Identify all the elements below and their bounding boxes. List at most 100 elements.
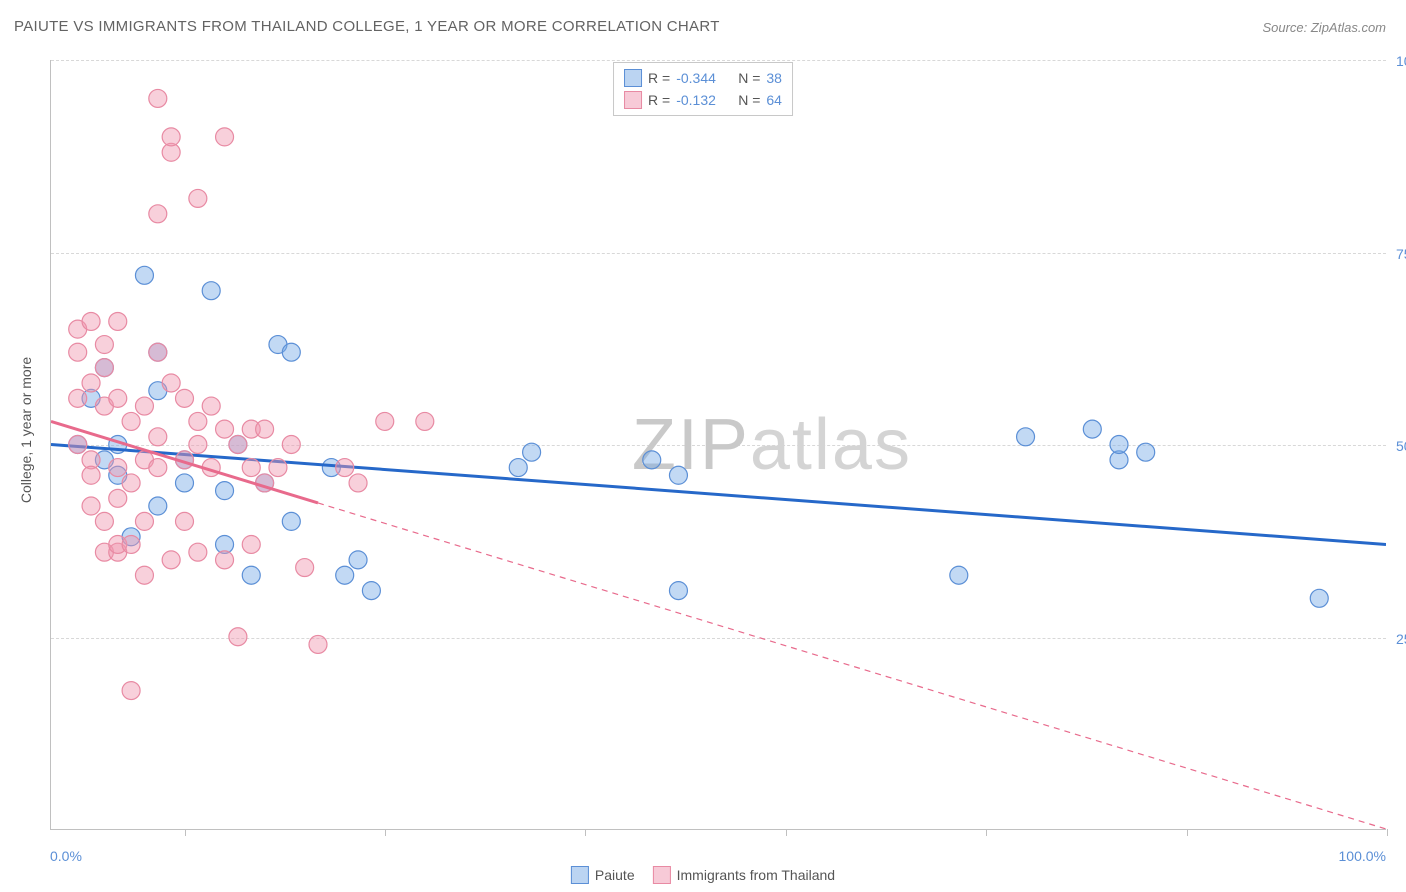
scatter-point (349, 474, 367, 492)
legend-swatch-icon (624, 69, 642, 87)
scatter-point (216, 128, 234, 146)
scatter-point (82, 497, 100, 515)
scatter-point (523, 443, 541, 461)
scatter-point (135, 512, 153, 530)
scatter-point (122, 682, 140, 700)
legend-correlation-row: R = -0.132 N = 64 (624, 89, 782, 111)
scatter-point (162, 551, 180, 569)
scatter-point (336, 459, 354, 477)
scatter-point (256, 420, 274, 438)
scatter-point (122, 412, 140, 430)
scatter-point (122, 474, 140, 492)
x-tick (185, 829, 186, 836)
scatter-point (149, 428, 167, 446)
legend-swatch-icon (653, 866, 671, 884)
legend-series: Paiute Immigrants from Thailand (571, 866, 835, 884)
legend-series-label: Paiute (595, 867, 635, 883)
scatter-point (162, 128, 180, 146)
scatter-point (149, 89, 167, 107)
y-tick-label: 100.0% (1396, 53, 1406, 69)
scatter-point (109, 312, 127, 330)
scatter-point (82, 312, 100, 330)
legend-r-label: R = (648, 92, 670, 108)
legend-n-value: 64 (766, 92, 782, 108)
scatter-point (216, 420, 234, 438)
scatter-point (269, 459, 287, 477)
x-tick (385, 829, 386, 836)
scatter-point (149, 459, 167, 477)
x-tick (786, 829, 787, 836)
scatter-point (189, 189, 207, 207)
scatter-point (122, 535, 140, 553)
scatter-point (82, 466, 100, 484)
scatter-point (1017, 428, 1035, 446)
x-tick (986, 829, 987, 836)
scatter-point (149, 205, 167, 223)
scatter-point (509, 459, 527, 477)
plot-svg (51, 60, 1386, 829)
y-tick-label: 25.0% (1396, 631, 1406, 647)
scatter-point (950, 566, 968, 584)
legend-swatch-icon (571, 866, 589, 884)
scatter-point (242, 535, 260, 553)
y-tick-label: 50.0% (1396, 438, 1406, 454)
scatter-point (669, 466, 687, 484)
scatter-point (216, 482, 234, 500)
legend-n-value: 38 (766, 70, 782, 86)
scatter-point (69, 343, 87, 361)
legend-series-item: Paiute (571, 866, 635, 884)
scatter-point (242, 566, 260, 584)
legend-r-value: -0.344 (676, 70, 732, 86)
scatter-point (69, 389, 87, 407)
legend-r-value: -0.132 (676, 92, 732, 108)
scatter-point (669, 582, 687, 600)
scatter-point (282, 436, 300, 454)
scatter-point (1110, 436, 1128, 454)
trend-line-extrapolated (318, 503, 1386, 829)
scatter-point (135, 397, 153, 415)
legend-swatch-icon (624, 91, 642, 109)
scatter-point (69, 436, 87, 454)
x-tick (1187, 829, 1188, 836)
scatter-point (1083, 420, 1101, 438)
scatter-point (416, 412, 434, 430)
scatter-point (242, 459, 260, 477)
scatter-point (202, 397, 220, 415)
scatter-point (149, 497, 167, 515)
scatter-point (229, 436, 247, 454)
scatter-point (95, 512, 113, 530)
scatter-point (135, 266, 153, 284)
source-credit: Source: ZipAtlas.com (1262, 20, 1386, 35)
scatter-point (376, 412, 394, 430)
scatter-point (202, 282, 220, 300)
legend-series-item: Immigrants from Thailand (653, 866, 835, 884)
x-tick (585, 829, 586, 836)
y-axis-title: College, 1 year or more (18, 357, 34, 503)
scatter-point (309, 635, 327, 653)
scatter-point (109, 489, 127, 507)
scatter-point (135, 566, 153, 584)
scatter-point (1310, 589, 1328, 607)
scatter-point (282, 512, 300, 530)
legend-r-label: R = (648, 70, 670, 86)
scatter-point (82, 374, 100, 392)
scatter-point (95, 359, 113, 377)
scatter-point (176, 512, 194, 530)
scatter-point (349, 551, 367, 569)
legend-series-label: Immigrants from Thailand (677, 867, 835, 883)
legend-n-label: N = (738, 92, 760, 108)
scatter-point (109, 389, 127, 407)
chart-container: PAIUTE VS IMMIGRANTS FROM THAILAND COLLE… (0, 0, 1406, 892)
scatter-point (149, 343, 167, 361)
scatter-point (95, 336, 113, 354)
legend-correlation-row: R = -0.344 N = 38 (624, 67, 782, 89)
scatter-point (1137, 443, 1155, 461)
scatter-point (216, 551, 234, 569)
x-tick (1387, 829, 1388, 836)
scatter-point (176, 474, 194, 492)
legend-n-label: N = (738, 70, 760, 86)
scatter-point (109, 459, 127, 477)
scatter-point (282, 343, 300, 361)
scatter-point (189, 436, 207, 454)
scatter-point (176, 389, 194, 407)
